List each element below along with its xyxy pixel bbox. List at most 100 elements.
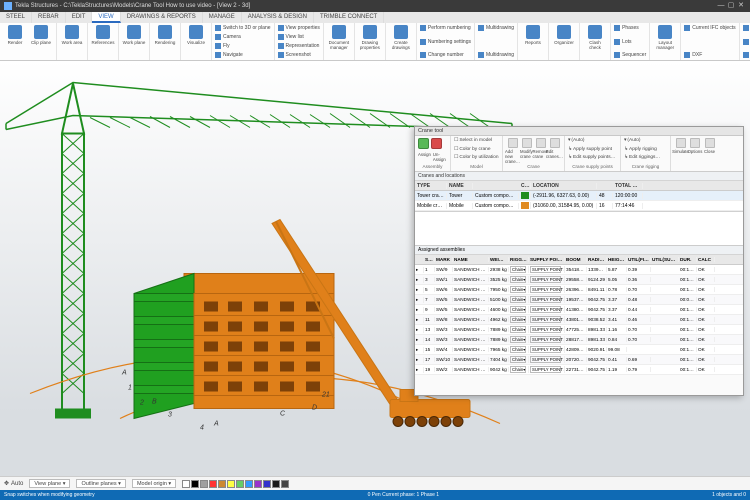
color-swatch[interactable] <box>182 480 190 488</box>
unassign-button[interactable] <box>431 138 442 149</box>
ribbon-locks[interactable]: Locks <box>743 25 750 31</box>
ribbon-view-properties[interactable]: View properties <box>278 25 320 31</box>
ribbon-multidrawing[interactable]: Multidrawing <box>478 52 514 58</box>
ribbon-camera[interactable]: Camera <box>215 34 271 40</box>
assign-button[interactable] <box>418 138 429 149</box>
rigging-auto[interactable]: ▾(Auto) <box>624 138 667 143</box>
color-swatch[interactable] <box>200 480 208 488</box>
color-swatches[interactable] <box>182 480 289 488</box>
color-swatch[interactable] <box>218 480 226 488</box>
menu-tab-trimble-connect[interactable]: TRIMBLE CONNECT <box>314 12 384 23</box>
edit-supply[interactable]: ↳Edit supply points… <box>568 155 617 160</box>
asm-row[interactable]: ▸15SW/4SANDWICH WALL7965 kgChainSUPPLY P… <box>415 345 743 355</box>
modelorigin-dropdown[interactable]: Model origin ▾ <box>132 479 176 488</box>
ribbon-references[interactable]: References <box>91 25 115 45</box>
snap-auto[interactable]: Auto <box>11 481 23 487</box>
ribbon-numbering-settings[interactable]: Numbering settings <box>420 39 471 45</box>
ribbon-document-manager[interactable]: Document manager <box>327 25 351 50</box>
asm-col: RIGGING <box>509 257 529 262</box>
edit-cranes-button[interactable]: Edit cranes… <box>548 138 561 164</box>
close-button[interactable]: ✕ <box>736 1 746 11</box>
color-by-util[interactable]: ☐Color by utilization <box>454 155 499 160</box>
asm-row[interactable]: ▸13SW/3SANDWICH WALL7889 kgChainSUPPLY P… <box>415 325 743 335</box>
color-swatch[interactable] <box>236 480 244 488</box>
svg-text:A: A <box>213 421 219 428</box>
ribbon-representation[interactable]: Representation <box>278 43 320 49</box>
ribbon-perform-numbering[interactable]: Perform numbering <box>420 25 471 31</box>
viewplane-dropdown[interactable]: View plane ▾ <box>29 479 70 488</box>
asm-row[interactable]: ▸11SW/8SANDWICH WALL4962 kgChainSUPPLY P… <box>415 315 743 325</box>
ribbon-clash-check[interactable]: Clash check <box>583 25 607 50</box>
menu-tab-analysis-design[interactable]: ANALYSIS & DESIGN <box>242 12 314 23</box>
ribbon-work-plane[interactable]: Work plane <box>122 25 146 45</box>
asm-row[interactable]: ▸1SW/9SANDWICH WALL2938 kgChainSUPPLY PO… <box>415 265 743 275</box>
ribbon-work-area[interactable]: Work area <box>60 25 84 45</box>
ribbon-dxf[interactable]: DXF <box>684 52 735 58</box>
menu-tab-edit[interactable]: EDIT <box>66 12 93 23</box>
ribbon-project-status[interactable]: Project status <box>743 52 750 58</box>
color-swatch[interactable] <box>263 480 271 488</box>
ribbon-lots[interactable]: Lots <box>614 39 646 45</box>
cranes-row[interactable]: Mobile craneMobileCustom component(31060… <box>415 201 743 211</box>
asm-row[interactable]: ▸14SW/3SANDWICH WALL7889 kgChainSUPPLY P… <box>415 335 743 345</box>
ribbon-change-number[interactable]: Change number <box>420 52 471 58</box>
color-swatch[interactable] <box>272 480 280 488</box>
outlineplanes-dropdown[interactable]: Outline planes ▾ <box>76 479 125 488</box>
ribbon-render[interactable]: Render <box>3 25 27 45</box>
ribbon-navigate[interactable]: Navigate <box>215 52 271 58</box>
color-swatch[interactable] <box>191 480 199 488</box>
cranes-row[interactable]: Tower craneTowerCustom component(-2911.9… <box>415 191 743 201</box>
supply-auto[interactable]: ▾(Auto) <box>568 138 617 143</box>
color-swatch[interactable] <box>227 480 235 488</box>
ribbon-group: Organizer <box>549 23 580 60</box>
ribbon-current-ifc-objects[interactable]: Current IFC objects <box>684 25 735 31</box>
ribbon-create-drawings[interactable]: Create drawings <box>389 25 413 50</box>
ribbon-layout-manager[interactable]: Layout manager <box>653 25 677 50</box>
crane-tool-panel[interactable]: Crane tool Assign Un-Assign Assembly ☐Se… <box>414 126 744 396</box>
ribbon: RenderClip plane Work area References Work … <box>0 23 750 61</box>
add-crane-button[interactable]: Add new crane… <box>506 138 519 164</box>
simulate-button[interactable]: Simulate <box>674 138 687 169</box>
color-swatch[interactable] <box>281 480 289 488</box>
maximize-button[interactable]: ▢ <box>726 1 736 11</box>
menu-tab-steel[interactable]: STEEL <box>0 12 32 23</box>
color-swatch[interactable] <box>254 480 262 488</box>
ribbon-screenshot[interactable]: Screenshot <box>278 52 320 58</box>
ribbon-phases[interactable]: Phases <box>614 25 646 31</box>
ribbon-organizer[interactable]: Organizer <box>552 25 576 45</box>
options-button[interactable]: Options <box>689 138 702 169</box>
menu-tab-rebar[interactable]: REBAR <box>32 12 66 23</box>
ribbon-drawing-properties[interactable]: Drawing properties <box>358 25 382 50</box>
asm-row[interactable]: ▸5SW/6SANDWICH WALL7950 kgChainSUPPLY PO… <box>415 285 743 295</box>
asm-row[interactable]: ▸9SW/5SANDWICH WALL4600 kgChainSUPPLY PO… <box>415 305 743 315</box>
asm-row[interactable]: ▸7SW/5SANDWICH WALL5100 kgChainSUPPLY PO… <box>415 295 743 305</box>
asm-row[interactable]: ▸3SW/1SANDWICH WALL3525 kgChainSUPPLY PO… <box>415 275 743 285</box>
menu-tab-drawings-reports[interactable]: DRAWINGS & REPORTS <box>121 12 203 23</box>
asm-row[interactable]: ▸19SW/2SANDWICH WALL9042 kgChainSUPPLY P… <box>415 365 743 375</box>
ribbon-fly[interactable]: Fly <box>215 43 271 49</box>
color-swatch[interactable] <box>245 480 253 488</box>
ribbon-clip-plane[interactable]: Clip plane <box>29 25 53 45</box>
edit-rigging[interactable]: ↳Edit riggings… <box>624 155 667 160</box>
color-by-crane[interactable]: ☐Color by crane <box>454 147 499 152</box>
ribbon-view-list[interactable]: View list <box>278 34 320 40</box>
assemblies-table[interactable]: SEQ.MARKNAMEWEIGHTRIGGINGSUPPLY POINTBOO… <box>415 255 743 395</box>
menu-tab-manage[interactable]: MANAGE <box>203 12 242 23</box>
ribbon-rendering[interactable]: Rendering <box>153 25 177 45</box>
asm-row[interactable]: ▸17SW/10SANDWICH WALL7404 kgChainSUPPLY … <box>415 355 743 365</box>
panel-close-button[interactable]: Close <box>703 138 716 169</box>
select-in-model[interactable]: ☐Select in model <box>454 138 499 143</box>
modify-crane-button[interactable]: Modify crane <box>520 138 533 164</box>
ribbon-group: Drawing properties <box>355 23 386 60</box>
minimize-button[interactable]: — <box>716 1 726 11</box>
ribbon-inquire[interactable]: Inquire <box>743 39 750 45</box>
apply-supply[interactable]: ↳Apply supply point <box>568 147 617 152</box>
ribbon-reports[interactable]: Reports <box>521 25 545 45</box>
ribbon-multidrawing[interactable]: Multidrawing <box>478 25 514 31</box>
menu-tab-view[interactable]: VIEW <box>92 12 120 23</box>
color-swatch[interactable] <box>209 480 217 488</box>
apply-rigging[interactable]: ↳Apply rigging <box>624 147 667 152</box>
ribbon-visualize[interactable]: Visualize <box>184 25 208 45</box>
ribbon-sequencer[interactable]: Sequencer <box>614 52 646 58</box>
ribbon-switch-to-d-or-plane[interactable]: Switch to 3D or plane <box>215 25 271 31</box>
